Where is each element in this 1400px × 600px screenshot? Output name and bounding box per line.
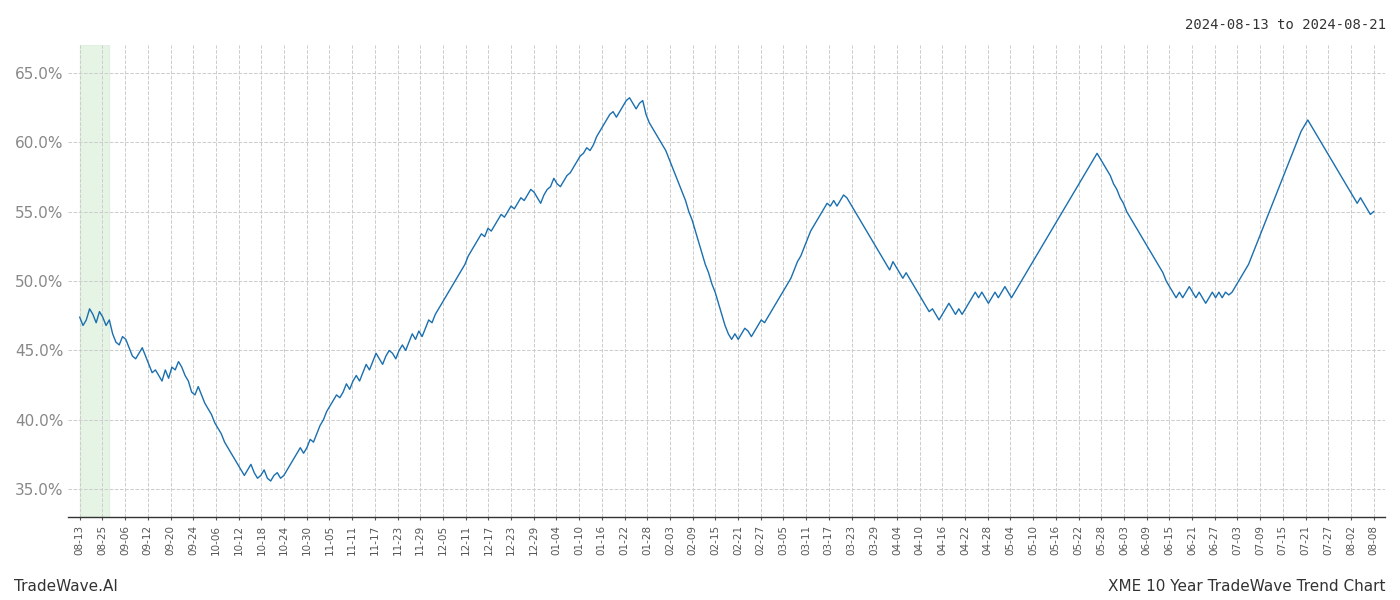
Text: TradeWave.AI: TradeWave.AI xyxy=(14,579,118,594)
Bar xyxy=(80,45,109,517)
Text: XME 10 Year TradeWave Trend Chart: XME 10 Year TradeWave Trend Chart xyxy=(1109,579,1386,594)
Text: 2024-08-13 to 2024-08-21: 2024-08-13 to 2024-08-21 xyxy=(1184,18,1386,32)
